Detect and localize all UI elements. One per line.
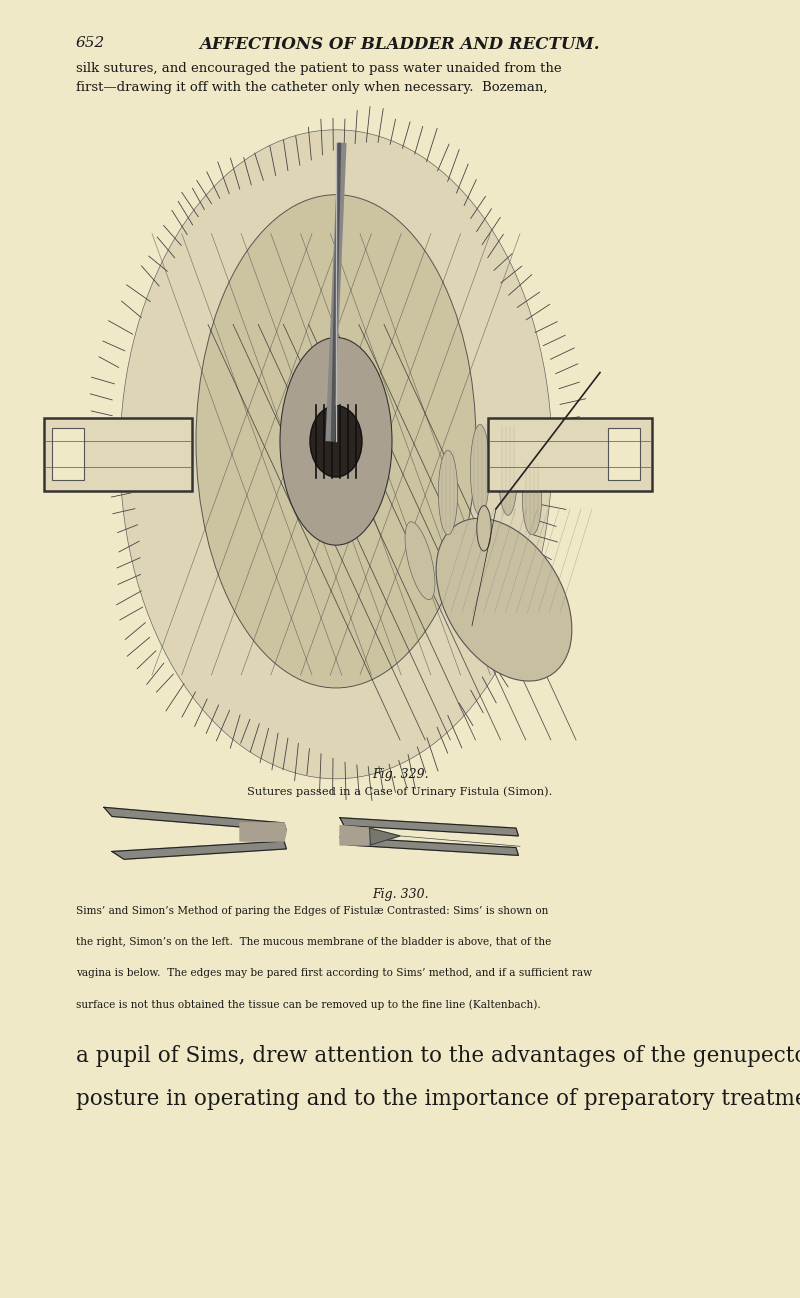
- Ellipse shape: [470, 424, 490, 515]
- FancyBboxPatch shape: [488, 418, 652, 491]
- Text: AFFECTIONS OF BLADDER AND RECTUM.: AFFECTIONS OF BLADDER AND RECTUM.: [200, 36, 600, 53]
- Ellipse shape: [120, 130, 552, 779]
- FancyBboxPatch shape: [44, 418, 192, 491]
- Ellipse shape: [405, 522, 435, 600]
- Text: Sims’ and Simon’s Method of paring the Edges of Fistulæ Contrasted: Sims’ is sho: Sims’ and Simon’s Method of paring the E…: [76, 906, 548, 916]
- Polygon shape: [104, 807, 286, 831]
- Ellipse shape: [498, 427, 518, 515]
- Text: Sutures passed in a Case of Urinary Fistula (Simon).: Sutures passed in a Case of Urinary Fist…: [247, 787, 553, 797]
- Ellipse shape: [436, 518, 572, 681]
- Polygon shape: [340, 837, 518, 855]
- Polygon shape: [370, 828, 400, 845]
- Text: Fig. 330.: Fig. 330.: [372, 888, 428, 901]
- Ellipse shape: [522, 463, 542, 535]
- Text: silk sutures, and encouraged the patient to pass water unaided from the
first—dr: silk sutures, and encouraged the patient…: [76, 62, 562, 95]
- FancyBboxPatch shape: [52, 428, 84, 480]
- Text: surface is not thus obtained the tissue can be removed up to the fine line (Kalt: surface is not thus obtained the tissue …: [76, 999, 541, 1010]
- Ellipse shape: [438, 450, 458, 535]
- Ellipse shape: [196, 195, 476, 688]
- Polygon shape: [112, 841, 286, 859]
- Ellipse shape: [477, 505, 491, 552]
- Text: vagina is below.  The edges may be pared first according to Sims’ method, and if: vagina is below. The edges may be pared …: [76, 968, 592, 979]
- Polygon shape: [340, 818, 518, 836]
- Text: 652: 652: [76, 36, 106, 51]
- Text: the right, Simon’s on the left.  The mucous membrane of the bladder is above, th: the right, Simon’s on the left. The muco…: [76, 937, 551, 948]
- Text: a pupil of Sims, drew attention to the advantages of the genupectoral: a pupil of Sims, drew attention to the a…: [76, 1045, 800, 1067]
- Text: posture in operating and to the importance of preparatory treatment by: posture in operating and to the importan…: [76, 1088, 800, 1110]
- Ellipse shape: [280, 337, 392, 545]
- FancyBboxPatch shape: [608, 428, 640, 480]
- Polygon shape: [240, 823, 286, 841]
- Ellipse shape: [310, 405, 362, 476]
- Polygon shape: [340, 826, 372, 845]
- Text: Fig. 329.: Fig. 329.: [372, 768, 428, 781]
